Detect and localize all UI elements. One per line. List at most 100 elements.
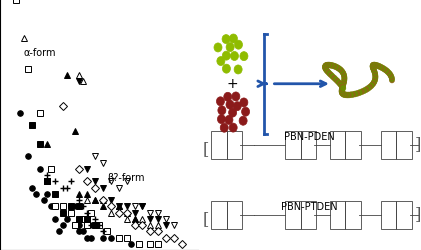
Circle shape — [229, 34, 237, 43]
Circle shape — [226, 42, 234, 51]
Circle shape — [373, 72, 378, 78]
Circle shape — [370, 63, 376, 69]
Circle shape — [222, 34, 230, 43]
Circle shape — [385, 68, 390, 74]
Circle shape — [323, 63, 328, 69]
Circle shape — [323, 66, 328, 72]
Circle shape — [217, 56, 225, 66]
Circle shape — [325, 62, 330, 68]
Circle shape — [337, 66, 343, 72]
Circle shape — [333, 76, 338, 82]
Circle shape — [340, 84, 345, 90]
Circle shape — [341, 85, 346, 91]
Circle shape — [234, 40, 242, 49]
Circle shape — [217, 115, 226, 124]
Circle shape — [239, 116, 247, 125]
Circle shape — [357, 90, 362, 96]
Circle shape — [344, 92, 350, 98]
Circle shape — [342, 74, 347, 80]
Circle shape — [323, 62, 329, 68]
Bar — [330, 201, 345, 229]
Circle shape — [220, 123, 228, 132]
Circle shape — [387, 71, 392, 77]
Bar — [397, 201, 412, 229]
Circle shape — [367, 84, 373, 90]
Bar — [211, 201, 227, 229]
Circle shape — [330, 74, 336, 80]
Circle shape — [340, 90, 345, 96]
Circle shape — [341, 71, 346, 77]
Circle shape — [338, 68, 344, 73]
Bar — [330, 131, 345, 159]
Circle shape — [232, 92, 240, 101]
Circle shape — [339, 87, 344, 93]
Circle shape — [372, 78, 377, 84]
Circle shape — [234, 65, 242, 74]
Circle shape — [330, 62, 335, 68]
Circle shape — [336, 65, 341, 71]
Circle shape — [369, 83, 374, 89]
Bar — [345, 201, 361, 229]
Circle shape — [322, 63, 328, 69]
Circle shape — [370, 64, 376, 70]
Bar — [227, 131, 242, 159]
Bar — [285, 201, 301, 229]
Circle shape — [322, 65, 328, 71]
Circle shape — [341, 79, 347, 85]
Circle shape — [328, 72, 334, 78]
Circle shape — [216, 97, 224, 106]
Circle shape — [325, 62, 331, 68]
Circle shape — [341, 77, 347, 83]
Circle shape — [370, 65, 376, 71]
Circle shape — [374, 62, 380, 68]
Circle shape — [341, 80, 346, 86]
Circle shape — [370, 62, 376, 68]
Circle shape — [339, 89, 344, 95]
Circle shape — [326, 69, 331, 75]
Bar — [345, 131, 361, 159]
Circle shape — [372, 77, 378, 83]
Circle shape — [372, 68, 377, 74]
Circle shape — [338, 81, 343, 87]
Circle shape — [332, 75, 337, 81]
Circle shape — [373, 75, 378, 81]
Circle shape — [340, 69, 345, 75]
Circle shape — [327, 62, 332, 68]
Text: PBN-PDEN: PBN-PDEN — [284, 132, 335, 142]
Bar — [397, 131, 412, 159]
Circle shape — [359, 89, 365, 95]
Circle shape — [341, 70, 346, 76]
Bar — [301, 131, 316, 159]
Circle shape — [350, 92, 355, 98]
Circle shape — [354, 90, 360, 96]
Text: [: [ — [203, 212, 209, 228]
Circle shape — [339, 90, 345, 96]
Circle shape — [218, 106, 226, 115]
Circle shape — [229, 108, 237, 117]
Circle shape — [222, 51, 230, 60]
Circle shape — [372, 70, 377, 75]
Circle shape — [348, 92, 354, 98]
Text: PBN-PTDEN: PBN-PTDEN — [281, 202, 338, 212]
Circle shape — [341, 91, 346, 97]
Bar — [381, 201, 397, 229]
Text: [: [ — [203, 142, 209, 158]
Circle shape — [240, 98, 248, 107]
Circle shape — [222, 64, 230, 73]
Circle shape — [373, 62, 378, 68]
Circle shape — [389, 74, 394, 80]
Circle shape — [327, 71, 333, 77]
Circle shape — [339, 88, 344, 94]
Circle shape — [340, 84, 345, 90]
Circle shape — [383, 67, 389, 73]
Circle shape — [378, 64, 384, 70]
Circle shape — [325, 68, 330, 74]
Circle shape — [376, 63, 381, 69]
Circle shape — [389, 76, 394, 82]
Text: α-form: α-form — [24, 48, 56, 58]
Circle shape — [382, 66, 387, 72]
Circle shape — [377, 64, 382, 70]
Circle shape — [335, 64, 340, 70]
Circle shape — [336, 80, 341, 86]
Bar — [227, 201, 242, 229]
